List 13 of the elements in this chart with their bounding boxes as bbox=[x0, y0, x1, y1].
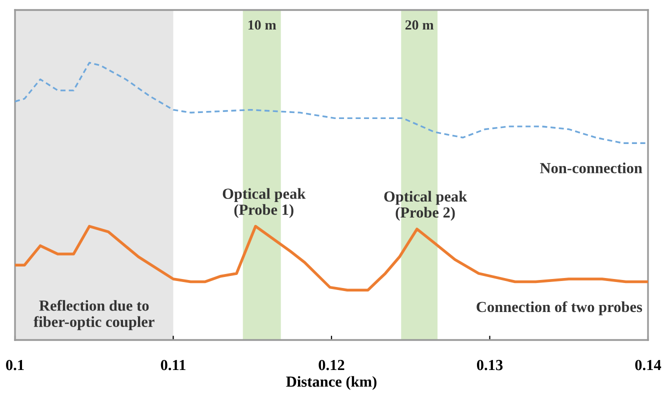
x-tick-label: 0.1 bbox=[6, 360, 24, 370]
annotation: Optical peak (Probe 2) bbox=[384, 190, 468, 221]
band-label: 10 m bbox=[248, 20, 276, 30]
x-tick-label: 0.14 bbox=[635, 360, 662, 370]
band-label: 20 m bbox=[405, 20, 434, 30]
annotation: Optical peak (Probe 1) bbox=[222, 188, 306, 218]
series-label: Connection of two probes bbox=[476, 301, 642, 316]
x-tick-label: 0.13 bbox=[476, 360, 503, 370]
x-tick-label: 0.12 bbox=[318, 360, 344, 370]
x-axis-title: Distance (km) bbox=[286, 376, 376, 390]
x-tick-label: 0.11 bbox=[160, 360, 186, 370]
band-label: Reflection due to fiber-optic coupler bbox=[34, 300, 154, 330]
series-label: Non-connection bbox=[540, 162, 642, 174]
